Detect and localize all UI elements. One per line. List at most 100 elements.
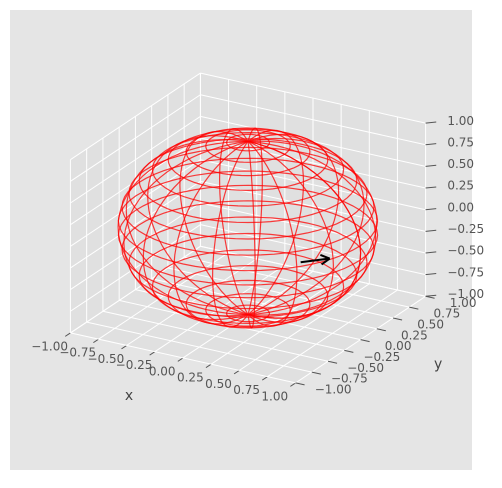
tick-mark [425,164,437,167]
tick-mark [149,351,156,356]
x-tick-label: −0.50 [88,352,125,366]
wireframe-line [125,139,249,316]
wireframe-line [185,279,311,329]
wireframe-line [147,135,249,316]
tick-mark [177,357,184,362]
tick-mark [425,186,437,189]
grid-line [200,202,426,254]
tick-mark [290,382,296,387]
wireframe-line [173,140,249,325]
wireframe-line [247,129,305,316]
wireframe-line [185,127,311,177]
grid-line [70,332,296,384]
grid-line [200,137,426,189]
grid-line [70,202,201,291]
grid-line [70,137,201,226]
y-tick-label: 0.75 [433,307,460,321]
tick-mark [425,208,437,211]
x-tick-label: 0.50 [205,377,232,391]
wireframe-line [205,293,291,327]
wireframe-line [117,184,379,286]
wireframe-line [247,140,362,319]
grid-line [200,72,426,124]
y-tick-label: −0.25 [363,350,400,364]
grid-line [86,321,312,373]
tick-mark [64,332,71,337]
tick-mark [93,338,99,344]
wireframe-line [211,141,249,328]
tick-mark [425,121,437,124]
z-tick-label: 0.50 [447,157,474,171]
wireframe-line [247,140,377,316]
grid-line [200,94,426,146]
vector-arrow [300,257,330,264]
tick-mark [425,273,437,276]
y-tick-label: −1.00 [315,382,352,396]
y-tick-label: 0.00 [385,339,412,353]
grid-line [70,72,201,161]
x-axis-label: x [125,388,133,404]
grid-line [102,310,329,362]
wireframe-line [247,140,335,324]
tick-mark [392,317,403,321]
wireframe-line [167,264,329,328]
y-axis-label: y [434,357,442,373]
y-tick-label: −0.75 [331,372,368,386]
z-tick-label: 0.25 [447,179,474,193]
wireframe-line [247,137,365,316]
tick-mark [425,229,437,232]
grid-line [70,115,201,204]
vector-head [320,257,331,266]
wireframe-line [121,157,375,256]
x-tick-label: −0.25 [116,358,153,372]
wireframe-line [179,130,249,316]
grid-line [200,224,426,276]
z-tick-label: 0.75 [447,135,474,149]
y-tick-label: 0.50 [417,317,444,331]
wireframe-line [218,128,249,315]
wireframe-line [247,140,298,327]
y-tick-label: 1.00 [450,296,477,310]
tick-mark [376,328,386,332]
z-tick-label: −1.00 [447,287,484,301]
x-tick-label: 0.00 [149,364,176,378]
tick-mark [121,344,127,350]
wireframe-line [247,133,340,316]
grid-line [70,180,201,269]
x-tick-label: 1.00 [261,389,288,403]
y-tick-label: −0.50 [347,361,384,375]
grid-line [70,94,201,182]
tick-mark [425,251,437,254]
tick-mark [360,339,370,343]
grid-line [70,159,201,247]
tick-mark [425,294,437,297]
x-tick-label: 0.25 [177,371,204,385]
x-tick-label: 0.75 [233,383,260,397]
grid-line [70,224,201,312]
grid-line [167,267,394,319]
tick-mark [205,363,212,369]
tick-mark [261,376,268,381]
tick-mark [311,371,321,375]
tick-mark [327,360,338,364]
wireframe-line [121,200,375,299]
tick-mark [409,306,419,310]
wireframe-line [205,129,291,163]
wireframe-line [151,249,345,325]
z-tick-label: 0.00 [447,200,474,214]
tick-mark [295,382,305,386]
grid-line [200,159,426,211]
wireframe-line [247,141,256,329]
z-tick-label: −0.75 [447,265,484,279]
wireframe-line [117,140,249,316]
z-tick-label: 1.00 [447,114,474,128]
tick-mark [233,369,240,375]
x-tick-label: −0.75 [59,346,96,360]
x-tick-label: −1.00 [31,339,68,353]
wireframe-line [247,140,378,316]
z-tick-label: −0.50 [447,244,484,258]
grid-line [151,278,377,330]
vector-head [320,253,331,260]
y-tick-label: 0.25 [401,328,428,342]
